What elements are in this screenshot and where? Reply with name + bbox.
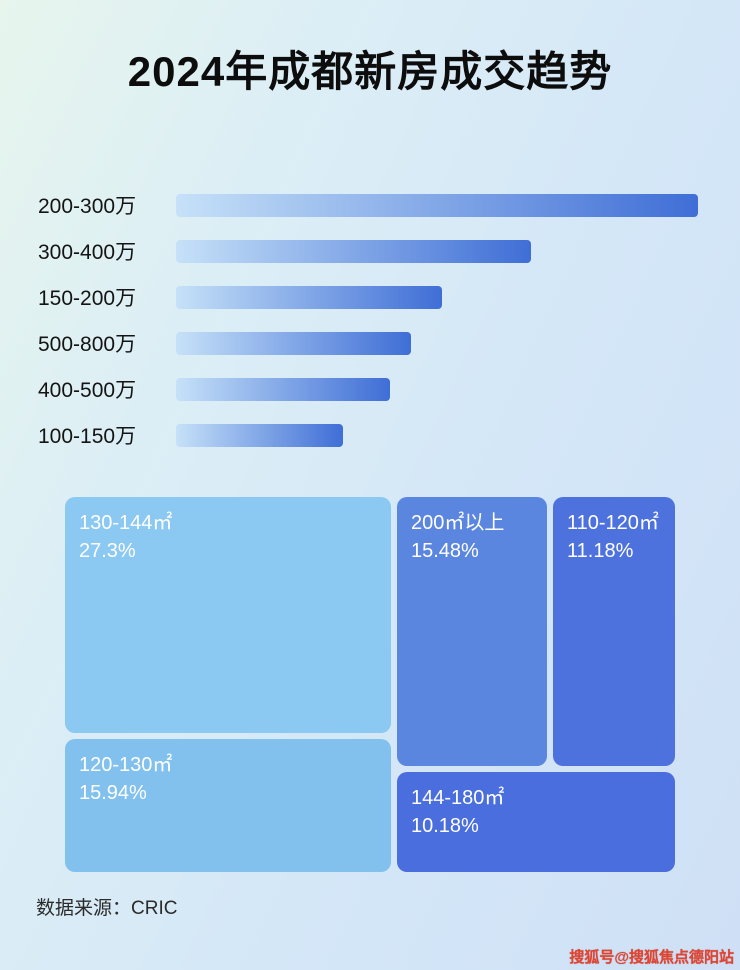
- bar: [176, 285, 443, 309]
- treemap-block-label: 200㎡以上: [411, 512, 505, 534]
- bar: [176, 423, 344, 447]
- bar-category-label: 100-150万: [38, 425, 137, 448]
- treemap-block: 130-144㎡ 27.3%: [65, 497, 391, 733]
- area-share-treemap: 130-144㎡ 27.3% 120-130㎡ 15.94% 200㎡以上 15…: [65, 497, 675, 872]
- bar-track: [176, 285, 698, 309]
- treemap-block-value: 27.3%: [79, 540, 136, 562]
- bar-track: [176, 377, 698, 401]
- treemap-block: 110-120㎡ 11.18%: [553, 497, 675, 766]
- treemap-block-value: 15.48%: [411, 540, 479, 562]
- treemap-block: 200㎡以上 15.48%: [397, 497, 547, 766]
- treemap-block: 120-130㎡ 15.94%: [65, 739, 391, 872]
- bar-row: 150-200万: [38, 274, 698, 320]
- watermark: 搜狐号@搜狐焦点德阳站: [569, 949, 734, 966]
- bar-row: 400-500万: [38, 366, 698, 412]
- bar-track: [176, 331, 698, 355]
- treemap-block-label: 144-180㎡: [411, 787, 505, 809]
- price-band-bar-chart: 200-300万 300-400万 150-200万 500-800万 400-…: [38, 182, 698, 458]
- bar-track: [176, 239, 698, 263]
- bar-track: [176, 193, 698, 217]
- bar-category-label: 500-800万: [38, 333, 137, 356]
- treemap-block-value: 10.18%: [411, 815, 479, 837]
- treemap-block-label: 120-130㎡: [79, 754, 173, 776]
- data-source-label: 数据来源：CRIC: [36, 898, 178, 919]
- treemap-block-label: 110-120㎡: [567, 512, 659, 534]
- bar: [176, 331, 411, 355]
- bar-track: [176, 423, 698, 447]
- bar-row: 300-400万: [38, 228, 698, 274]
- bar: [176, 193, 698, 217]
- treemap-block-value: 11.18%: [567, 540, 634, 562]
- bar-category-label: 300-400万: [38, 241, 137, 264]
- bar-row: 100-150万: [38, 412, 698, 458]
- bar-category-label: 400-500万: [38, 379, 137, 402]
- bar: [176, 239, 531, 263]
- bar-row: 200-300万: [38, 182, 698, 228]
- bar: [176, 377, 391, 401]
- treemap-block: 144-180㎡ 10.18%: [397, 772, 675, 872]
- bar-row: 500-800万: [38, 320, 698, 366]
- treemap-block-value: 15.94%: [79, 782, 147, 804]
- page-title: 2024年成都新房成交趋势: [127, 48, 613, 95]
- treemap-block-label: 130-144㎡: [79, 512, 173, 534]
- bar-category-label: 150-200万: [38, 287, 137, 310]
- bar-category-label: 200-300万: [38, 195, 137, 218]
